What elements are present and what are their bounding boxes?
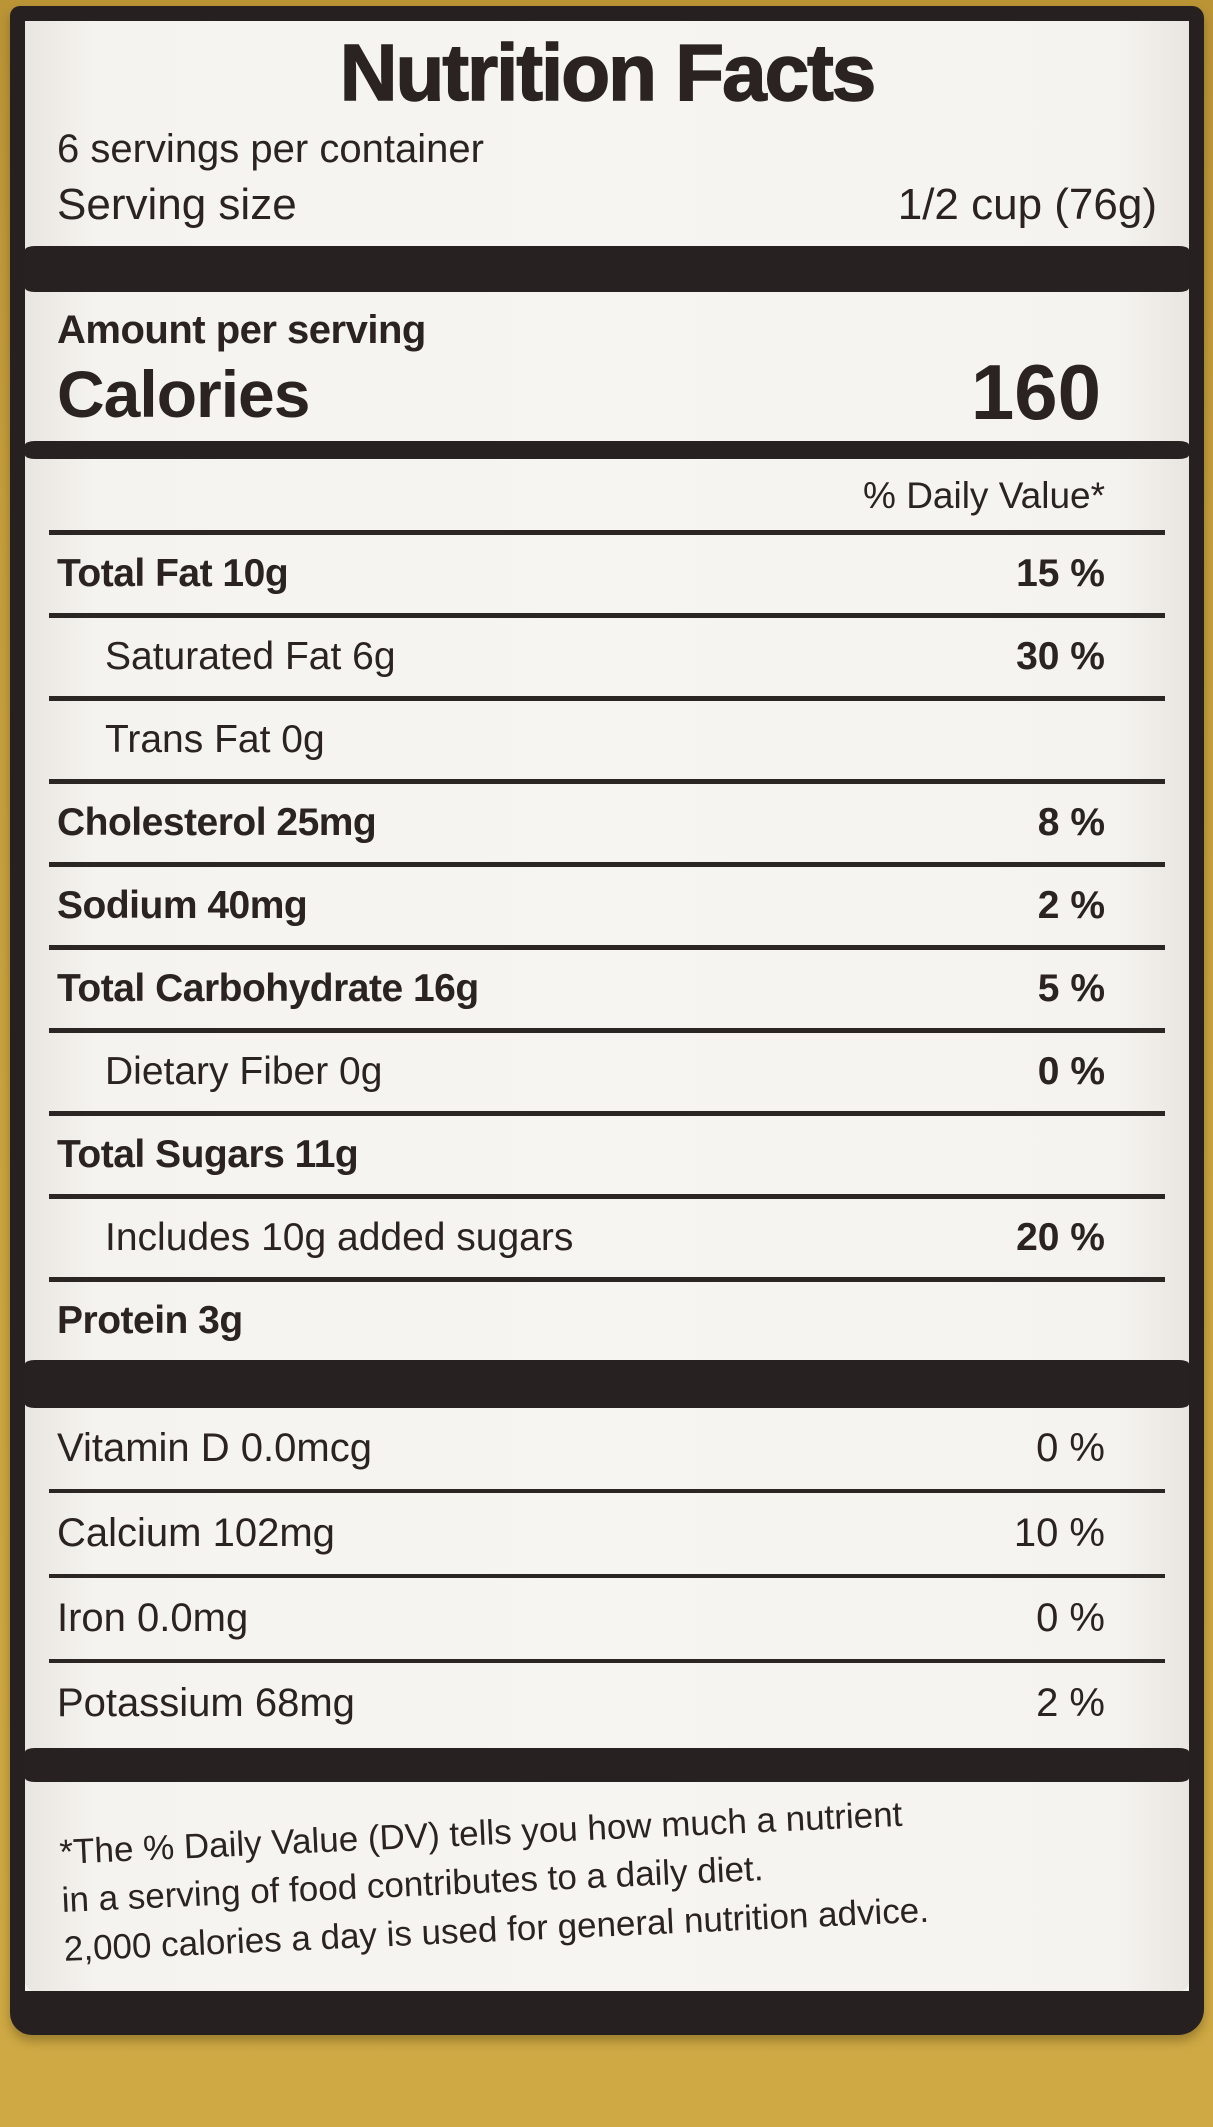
label-paper: Nutrition Facts 6 servings per container… [25, 21, 1189, 1991]
nutrient-row-added-sugars: Includes 10g added sugars 20 % [49, 1199, 1165, 1282]
nutrient-name: Dietary Fiber 0g [105, 1050, 383, 1093]
micronutrient-daily-value: 0 % [1036, 1596, 1105, 1640]
nutrient-row-protein: Protein 3g [49, 1282, 1165, 1360]
micronutrient-daily-value: 0 % [1036, 1426, 1105, 1470]
section-divider-bar [25, 441, 1189, 459]
nutrient-daily-value: 0 % [1037, 1050, 1105, 1093]
nutrient-daily-value: 5 % [1037, 967, 1105, 1010]
micronutrient-name: Iron 0.0mg [57, 1596, 249, 1640]
nutrient-name: Protein 3g [57, 1299, 243, 1342]
calories-value: 160 [970, 348, 1101, 436]
micronutrient-row-potassium: Potassium 68mg 2 % [49, 1663, 1165, 1744]
serving-size-label: Serving size [57, 180, 297, 229]
micronutrient-daily-value: 10 % [1013, 1511, 1105, 1555]
nutrient-row-sodium: Sodium 40mg 2 % [49, 867, 1165, 950]
nutrient-name: Total Sugars 11g [57, 1133, 359, 1176]
nutrient-name: Saturated Fat 6g [105, 635, 396, 678]
calories-row: Calories 160 [57, 353, 1157, 431]
nutrient-row-trans-fat: Trans Fat 0g [49, 701, 1165, 784]
micronutrient-name: Vitamin D 0.0mcg [57, 1426, 372, 1470]
nutrient-row-total-carbohydrate: Total Carbohydrate 16g 5 % [49, 950, 1165, 1033]
section-divider-bar [25, 246, 1189, 292]
nutrition-facts-label: Nutrition Facts 6 servings per container… [10, 6, 1204, 2035]
serving-size-row: Serving size 1/2 cup (76g) [57, 180, 1157, 230]
serving-size-value: 1/2 cup (76g) [897, 180, 1157, 229]
micronutrient-row-vitamin-d: Vitamin D 0.0mcg 0 % [49, 1408, 1165, 1493]
nutrient-daily-value: 30 % [1016, 635, 1105, 678]
calories-label: Calories [57, 357, 310, 432]
nutrient-daily-value: 2 % [1037, 884, 1105, 927]
amount-per-serving-label: Amount per serving [57, 308, 426, 352]
nutrient-row-saturated-fat: Saturated Fat 6g 30 % [49, 618, 1165, 701]
nutrient-name: Sodium 40mg [57, 884, 308, 927]
micronutrient-name: Calcium 102mg [57, 1511, 335, 1555]
nutrient-row-total-sugars: Total Sugars 11g [49, 1116, 1165, 1199]
nutrient-name: Includes 10g added sugars [105, 1216, 574, 1259]
nutrient-row-dietary-fiber: Dietary Fiber 0g 0 % [49, 1033, 1165, 1116]
nutrient-name: Cholesterol 25mg [57, 801, 377, 844]
nutrient-daily-value: 20 % [1016, 1216, 1105, 1259]
daily-value-footnote: *The % Daily Value (DV) tells you how mu… [58, 1779, 1163, 1974]
nutrient-row-total-fat: Total Fat 10g 15 % [49, 535, 1165, 618]
label-title: Nutrition Facts [339, 28, 877, 117]
nutrient-row-cholesterol: Cholesterol 25mg 8 % [49, 784, 1165, 867]
micronutrient-row-calcium: Calcium 102mg 10 % [49, 1493, 1165, 1578]
micronutrient-daily-value: 2 % [1036, 1681, 1105, 1725]
nutrient-name: Total Fat 10g [57, 552, 289, 595]
micronutrient-name: Potassium 68mg [57, 1681, 355, 1725]
nutrient-name: Total Carbohydrate 16g [57, 967, 479, 1010]
servings-per-container: 6 servings per container [57, 127, 484, 171]
nutrient-name: Trans Fat 0g [105, 718, 325, 761]
section-divider-bar [25, 1748, 1189, 1782]
micronutrient-row-iron: Iron 0.0mg 0 % [49, 1578, 1165, 1663]
nutrient-daily-value: 8 % [1037, 801, 1105, 844]
daily-value-header: % Daily Value* [49, 459, 1165, 535]
section-divider-bar [25, 1360, 1189, 1408]
nutrient-daily-value: 15 % [1016, 552, 1105, 595]
